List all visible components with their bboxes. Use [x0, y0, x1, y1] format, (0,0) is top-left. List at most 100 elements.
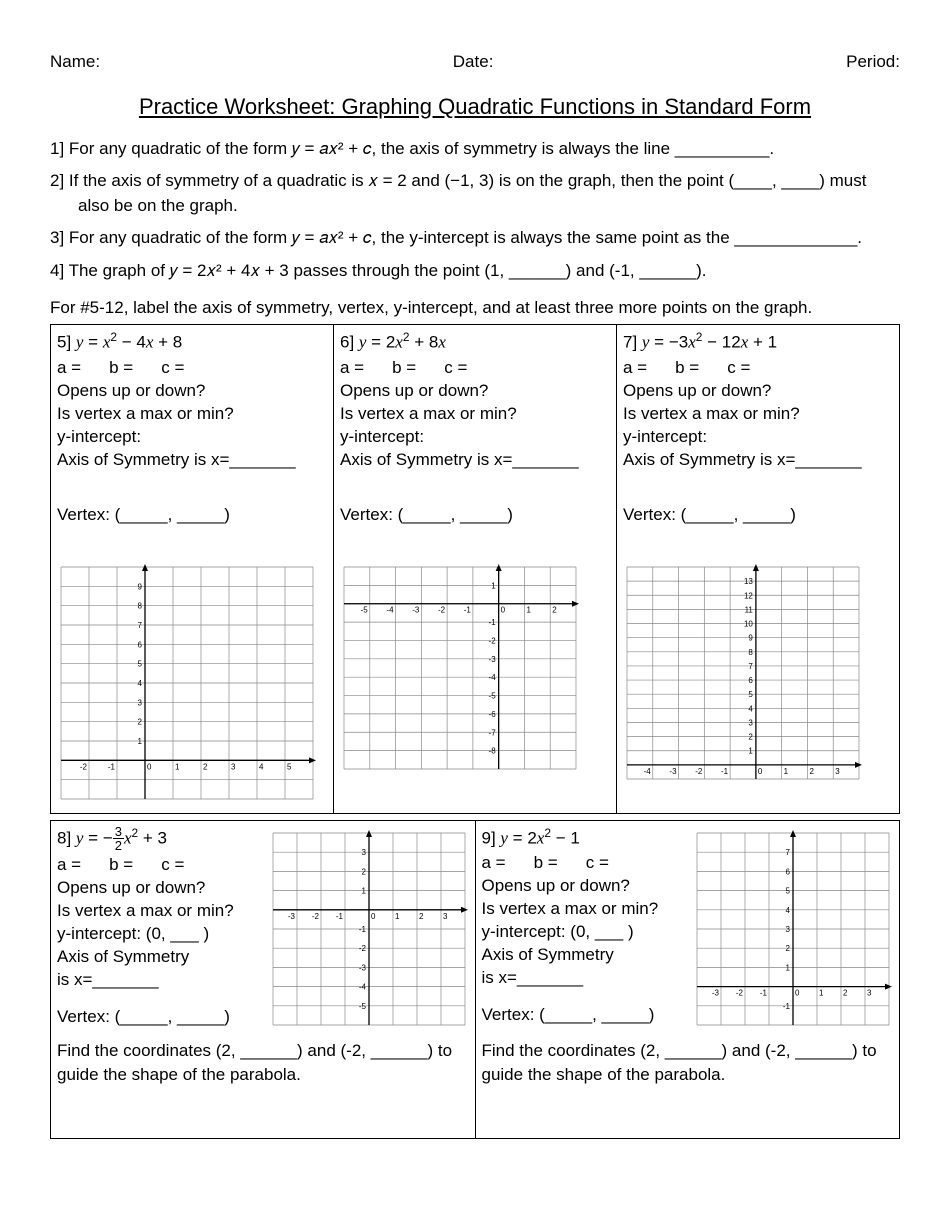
worksheet-title: Practice Worksheet: Graphing Quadratic F…: [50, 91, 900, 123]
problem-8-graph: -3 -2 -1 0 1 2 3 -5 -4 -3 -2 -1 1 2 3: [269, 829, 469, 1029]
svg-text:10: 10: [744, 619, 753, 628]
svg-text:2: 2: [748, 732, 753, 741]
svg-text:6: 6: [748, 676, 753, 685]
svg-text:-2: -2: [358, 944, 366, 953]
problems-8-9-table: 8] y = −32x2 + 3 a =b =c = Opens up or d…: [50, 820, 900, 1140]
svg-text:3: 3: [443, 911, 448, 920]
problem-6-equation: 6] y = 2x2 + 8x: [340, 329, 610, 355]
svg-text:1: 1: [361, 886, 366, 895]
svg-text:13: 13: [744, 577, 753, 586]
problem-5-cell: 5] y = x2 − 4x + 8 a =b =c = Opens up or…: [51, 325, 334, 813]
svg-text:7: 7: [786, 848, 791, 857]
svg-text:1: 1: [784, 766, 789, 775]
svg-text:1: 1: [526, 605, 531, 614]
problem-8-cell: 8] y = −32x2 + 3 a =b =c = Opens up or d…: [51, 820, 476, 1139]
svg-text:2: 2: [809, 766, 814, 775]
svg-text:-1: -1: [358, 925, 366, 934]
svg-text:1: 1: [819, 988, 824, 997]
svg-text:-8: -8: [489, 746, 497, 755]
svg-text:-1: -1: [783, 1001, 791, 1010]
svg-text:5: 5: [786, 886, 791, 895]
svg-text:-4: -4: [386, 605, 394, 614]
question-3: 3] For any quadratic of the form 𝑦 = 𝑎𝑥²…: [50, 226, 900, 251]
svg-text:12: 12: [744, 591, 753, 600]
svg-text:0: 0: [795, 988, 800, 997]
question-1: 1] For any quadratic of the form 𝑦 = 𝑎𝑥²…: [50, 137, 900, 162]
problem-9-find: Find the coordinates (2, ______) and (-2…: [482, 1039, 894, 1088]
svg-text:7: 7: [138, 621, 143, 630]
svg-text:1: 1: [786, 963, 791, 972]
svg-text:5: 5: [287, 762, 292, 771]
problem-9-equation: 9] y = 2x2 − 1: [482, 825, 686, 851]
svg-text:-2: -2: [80, 762, 88, 771]
svg-text:2: 2: [786, 944, 791, 953]
svg-text:-3: -3: [669, 766, 677, 775]
svg-text:-4: -4: [489, 673, 497, 682]
problem-6-cell: 6] y = 2x2 + 8x a =b =c = Opens up or do…: [334, 325, 617, 813]
svg-text:1: 1: [175, 762, 180, 771]
svg-text:3: 3: [231, 762, 236, 771]
svg-text:0: 0: [758, 766, 763, 775]
svg-text:-1: -1: [489, 618, 497, 627]
svg-text:11: 11: [745, 605, 754, 614]
svg-text:-4: -4: [358, 982, 366, 991]
svg-text:-7: -7: [489, 728, 497, 737]
problem-7-graph: -4-3-2-1012312345678910111213: [623, 563, 893, 783]
svg-text:-3: -3: [412, 605, 420, 614]
svg-text:-2: -2: [489, 636, 497, 645]
problem-9-graph: -3-2-10123-11234567: [693, 829, 893, 1029]
svg-text:2: 2: [419, 911, 424, 920]
svg-text:-1: -1: [760, 988, 768, 997]
problem-8-find: Find the coordinates (2, ______) and (-2…: [57, 1039, 469, 1088]
svg-text:3: 3: [748, 718, 753, 727]
svg-text:-3: -3: [489, 654, 497, 663]
svg-text:2: 2: [138, 717, 143, 726]
svg-text:6: 6: [138, 640, 143, 649]
date-label: Date:: [453, 50, 494, 75]
problem-8-equation: 8] y = −32x2 + 3: [57, 825, 261, 853]
question-4: 4] The graph of 𝑦 = 2𝑥² + 4𝑥 + 3 passes …: [50, 259, 900, 284]
svg-text:-5: -5: [358, 1001, 366, 1010]
svg-text:-4: -4: [644, 766, 652, 775]
svg-text:2: 2: [361, 867, 366, 876]
svg-text:1: 1: [748, 746, 753, 755]
svg-text:3: 3: [138, 698, 143, 707]
svg-text:-1: -1: [464, 605, 472, 614]
svg-text:2: 2: [552, 605, 557, 614]
svg-text:4: 4: [259, 762, 264, 771]
header-row: Name: Date: Period:: [50, 50, 900, 75]
svg-text:-2: -2: [311, 911, 319, 920]
svg-text:6: 6: [786, 867, 791, 876]
svg-text:-3: -3: [358, 963, 366, 972]
svg-text:-2: -2: [736, 988, 744, 997]
svg-text:-1: -1: [335, 911, 343, 920]
problem-7-equation: 7] y = −3x2 − 12x + 1: [623, 329, 893, 355]
svg-text:3: 3: [786, 925, 791, 934]
svg-text:1: 1: [395, 911, 400, 920]
svg-text:-5: -5: [489, 691, 497, 700]
svg-text:1: 1: [491, 581, 496, 590]
problem-5-graph: -2-1012345123456789: [57, 563, 327, 803]
problem-9-cell: 9] y = 2x2 − 1 a =b =c = Opens up or dow…: [475, 820, 900, 1139]
svg-text:5: 5: [748, 690, 753, 699]
problem-7-cell: 7] y = −3x2 − 12x + 1 a =b =c = Opens up…: [617, 325, 900, 813]
svg-text:8: 8: [748, 647, 753, 656]
svg-text:-1: -1: [721, 766, 729, 775]
svg-text:9: 9: [748, 633, 753, 642]
svg-text:-2: -2: [695, 766, 703, 775]
svg-text:-2: -2: [438, 605, 446, 614]
svg-text:0: 0: [371, 911, 376, 920]
svg-text:3: 3: [835, 766, 840, 775]
svg-text:-6: -6: [489, 710, 497, 719]
problem-6-graph: -5-4-3-2-1012-8-7-6-5-4-3-2-11: [340, 563, 610, 773]
svg-text:4: 4: [748, 704, 753, 713]
svg-text:5: 5: [138, 659, 143, 668]
instructions-5-12: For #5-12, label the axis of symmetry, v…: [50, 296, 900, 321]
svg-text:3: 3: [867, 988, 872, 997]
svg-text:-3: -3: [287, 911, 295, 920]
svg-text:2: 2: [203, 762, 208, 771]
svg-text:0: 0: [501, 605, 506, 614]
svg-text:3: 3: [361, 848, 366, 857]
name-label: Name:: [50, 50, 100, 75]
svg-text:9: 9: [138, 582, 143, 591]
